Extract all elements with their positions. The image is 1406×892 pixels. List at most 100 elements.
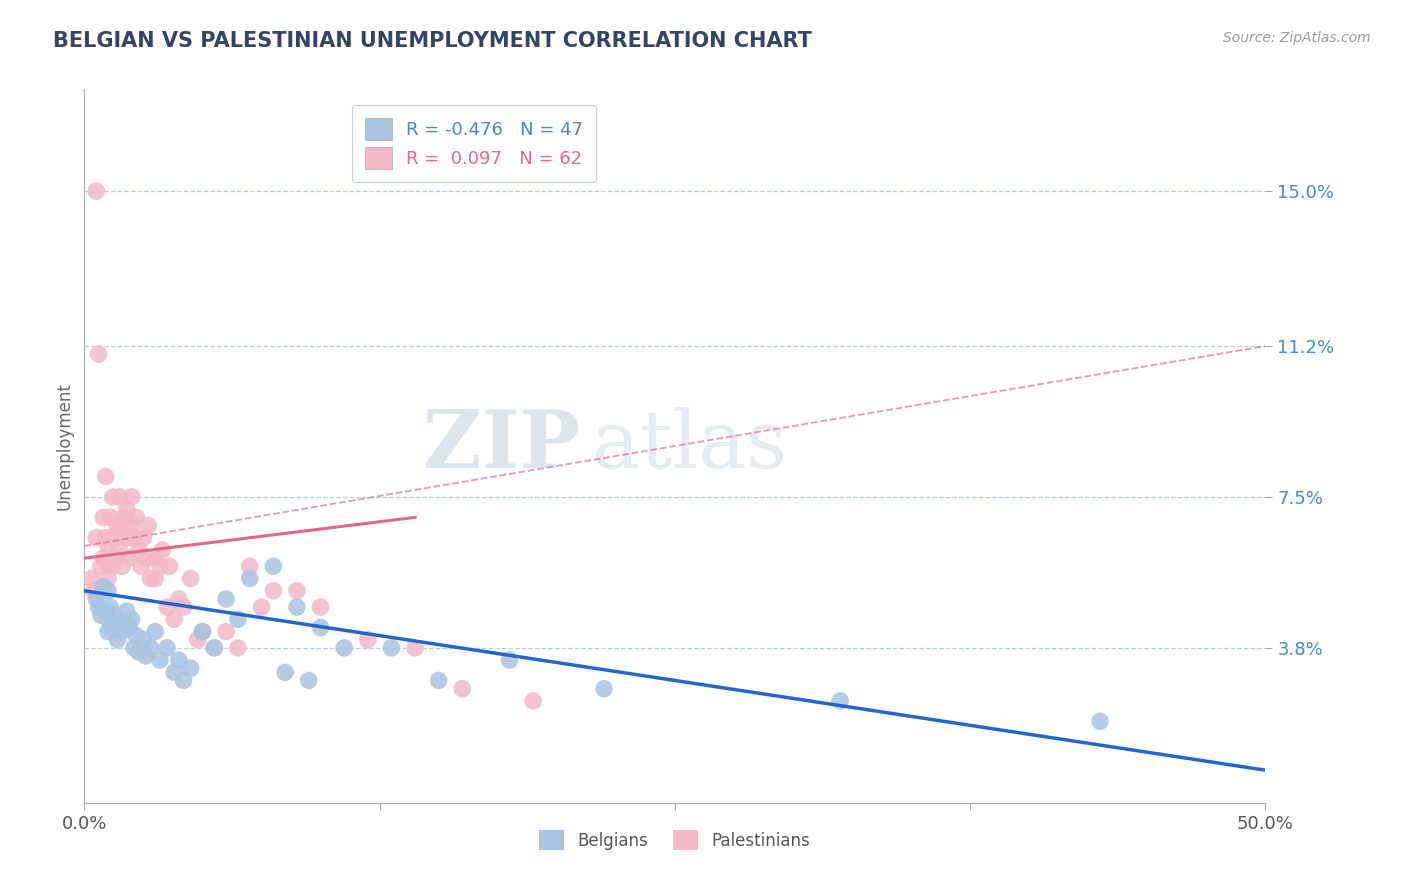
Point [163,612,186,626]
Point [90,608,112,623]
Point [118,620,141,634]
Point [97,612,120,626]
Point [285,600,308,615]
Point [97,539,120,553]
Point [122,531,145,545]
Point [128,543,150,558]
Point [101,620,124,634]
Point [91,551,114,566]
Point [250,600,273,615]
Point [522,694,544,708]
Point [94,604,117,618]
Point [143,572,166,586]
Point [132,632,155,647]
Point [98,531,121,545]
Point [167,653,190,667]
Point [91,510,114,524]
Point [104,608,127,623]
Point [262,583,284,598]
Point [173,600,195,615]
Point [404,640,426,655]
Point [98,510,121,524]
Point [84,591,107,606]
Point [80,572,103,586]
Point [239,559,262,574]
Point [121,518,143,533]
Point [593,681,616,696]
Point [107,632,129,647]
Point [262,559,284,574]
Point [115,604,138,618]
Point [107,518,129,533]
Point [309,600,332,615]
Point [239,572,262,586]
Point [114,510,136,524]
Point [191,624,214,639]
Point [84,184,107,198]
Point [115,531,138,545]
Point [128,645,150,659]
Point [202,640,225,655]
Point [830,694,852,708]
Point [1088,714,1111,729]
Point [274,665,297,680]
Point [94,469,117,483]
Point [87,600,110,615]
Point [498,653,520,667]
Point [202,640,225,655]
Point [333,640,356,655]
Point [118,551,141,566]
Point [309,620,332,634]
Point [150,543,173,558]
Point [121,490,143,504]
Point [156,640,179,655]
Point [285,583,308,598]
Point [149,653,172,667]
Point [139,572,162,586]
Point [215,624,238,639]
Point [121,612,143,626]
Point [91,580,114,594]
Point [191,624,214,639]
Legend: Belgians, Palestinians: Belgians, Palestinians [531,822,818,859]
Point [129,559,152,574]
Point [298,673,321,688]
Point [97,572,120,586]
Text: atlas: atlas [592,407,787,485]
Point [125,629,148,643]
Point [180,661,202,675]
Point [115,502,138,516]
Point [136,518,159,533]
Point [132,531,155,545]
Point [87,347,110,361]
Point [226,640,249,655]
Point [173,673,195,688]
Point [167,591,190,606]
Text: Source: ZipAtlas.com: Source: ZipAtlas.com [1223,31,1371,45]
Point [215,591,238,606]
Point [104,551,127,566]
Text: ZIP: ZIP [423,407,581,485]
Point [180,572,202,586]
Point [122,640,145,655]
Point [157,559,180,574]
Point [156,600,179,615]
Point [143,624,166,639]
Point [111,559,134,574]
Point [135,551,157,566]
Point [108,616,131,631]
Point [101,490,124,504]
Point [427,673,450,688]
Point [135,648,157,663]
Point [108,490,131,504]
Y-axis label: Unemployment: Unemployment [55,382,73,510]
Point [83,583,105,598]
Point [357,632,380,647]
Point [143,551,166,566]
Point [163,665,186,680]
Point [97,583,120,598]
Point [101,559,124,574]
Point [125,510,148,524]
Point [111,624,134,639]
Point [111,518,134,533]
